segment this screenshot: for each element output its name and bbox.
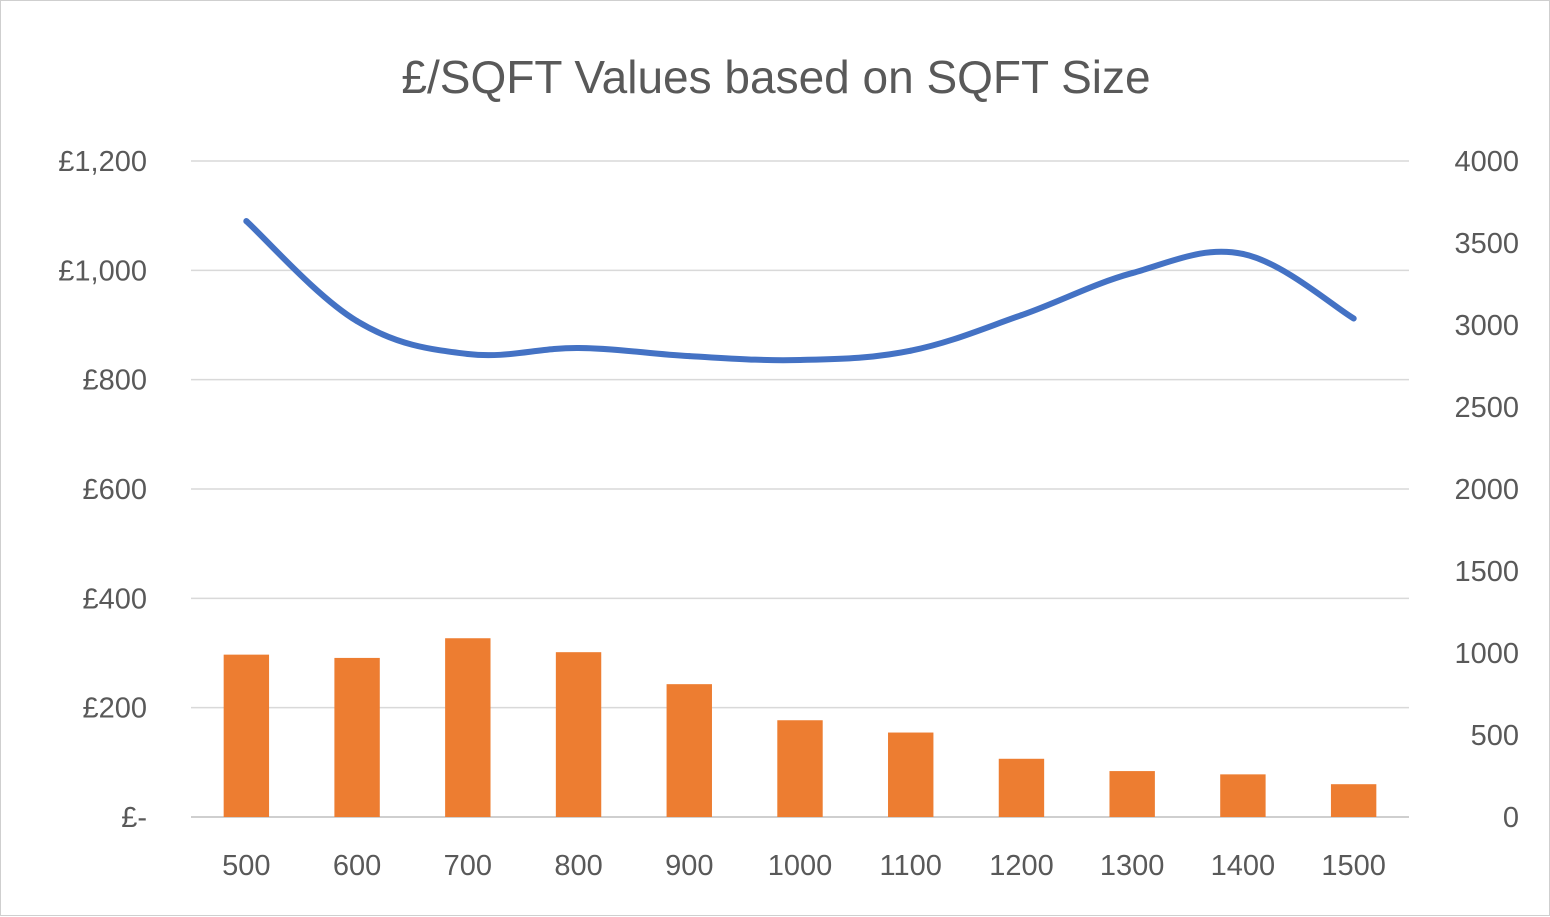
x-axis-tick-label: 500 <box>222 850 270 882</box>
line-series <box>243 218 1357 364</box>
x-axis-tick-label: 900 <box>665 850 713 882</box>
right-axis-tick-label: 2500 <box>1454 392 1519 424</box>
right-axis-tick-label: 1500 <box>1454 556 1519 588</box>
left-axis-tick-label: £800 <box>82 365 147 397</box>
left-axis-tick-label: £400 <box>82 583 147 615</box>
line-point <box>243 218 250 225</box>
line-point <box>797 356 803 363</box>
bar <box>334 657 380 817</box>
left-axis-tick-label: £1,200 <box>58 146 147 178</box>
bar <box>555 652 602 817</box>
right-axis-tick-label: 4000 <box>1454 146 1519 178</box>
bar <box>1109 771 1155 817</box>
x-axis-tick-label: 1300 <box>1100 850 1165 882</box>
left-axis-tick-label: £- <box>121 802 147 834</box>
x-axis-tick-label: 1400 <box>1211 850 1276 882</box>
line-series-path <box>243 218 1357 364</box>
left-axis-tick-label: £600 <box>82 474 147 506</box>
x-axis-tick-label: 1200 <box>989 850 1054 882</box>
x-axis-tick-label: 700 <box>444 850 492 882</box>
bar-series <box>223 638 1377 817</box>
right-axis-ticks: 0 500 1000 1500 2000 2500 3000 3500 4000 <box>1454 146 1519 834</box>
bar <box>1330 784 1377 817</box>
line-point <box>575 344 582 351</box>
x-axis-tick-label: 1100 <box>880 850 942 882</box>
right-axis-tick-label: 0 <box>1503 802 1519 834</box>
chart-title: £/SQFT Values based on SQFT Size <box>401 51 1150 103</box>
line-point <box>1239 250 1246 257</box>
x-axis-ticks: 500 600 700 800 900 1000 1100 1200 1300 1400 1500 <box>222 850 1386 882</box>
line-point <box>1129 270 1136 277</box>
bar <box>1220 774 1266 817</box>
x-axis-tick-label: 1500 <box>1321 850 1386 882</box>
left-axis-ticks: £- £200 £400 £600 £800 £1,000 £1,200 <box>58 146 147 834</box>
x-axis-tick-label: 600 <box>333 850 381 882</box>
x-axis-tick-label: 1000 <box>768 850 833 882</box>
x-axis-tick-label: 800 <box>554 850 602 882</box>
right-axis-tick-label: 1000 <box>1454 638 1519 670</box>
bar <box>777 720 823 817</box>
right-axis-tick-label: 500 <box>1471 720 1519 752</box>
right-axis-tick-label: 3000 <box>1454 310 1519 342</box>
gridlines <box>191 160 1409 818</box>
bar <box>888 732 934 817</box>
line-point <box>907 347 914 354</box>
left-axis-tick-label: £1,000 <box>58 255 147 287</box>
bar <box>998 758 1045 817</box>
line-point <box>1350 315 1357 322</box>
bar <box>666 684 712 817</box>
bar <box>445 638 491 817</box>
line-point <box>686 353 693 360</box>
line-point <box>1018 312 1025 319</box>
left-axis-tick-label: £200 <box>82 693 147 725</box>
right-axis-tick-label: 2000 <box>1454 474 1519 506</box>
line-point <box>354 318 361 325</box>
bar <box>223 654 270 817</box>
right-axis-tick-label: 3500 <box>1454 228 1519 260</box>
line-point <box>464 350 471 357</box>
